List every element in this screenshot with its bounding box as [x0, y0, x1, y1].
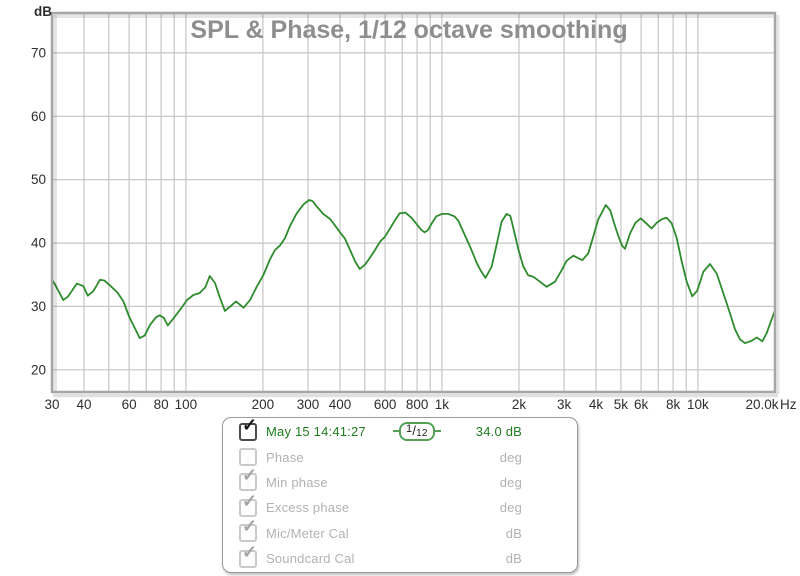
- x-tick-label: 400: [329, 397, 352, 412]
- x-tick-label: 30: [44, 397, 59, 412]
- spl-phase-chart[interactable]: SPL & Phase, 1/12 octave smoothing dB 70…: [0, 0, 800, 415]
- y-axis-tick-labels: 70 60 50 40 30 20: [31, 45, 46, 377]
- x-tick-label: 8k: [666, 397, 681, 412]
- checkmark-icon: ✓: [242, 490, 258, 511]
- y-tick-label: 70: [31, 45, 46, 60]
- x-tick-label: 3k: [557, 397, 572, 412]
- phase-checkbox[interactable]: [239, 448, 257, 467]
- gridlines: [52, 13, 776, 392]
- checkmark-icon: ✓: [242, 541, 258, 562]
- legend-row-soundcard-cal[interactable]: ✓ Soundcard Cal dB: [223, 543, 577, 571]
- legend-label: Phase: [266, 449, 304, 465]
- soundcard-cal-checkbox[interactable]: ✓: [239, 543, 257, 568]
- x-tick-label: 300: [297, 397, 320, 412]
- plot-frame: [50, 11, 780, 398]
- x-tick-label: 100: [175, 397, 198, 412]
- x-axis-unit-label: Hz: [780, 397, 797, 412]
- x-tick-label: 6k: [634, 397, 649, 412]
- y-tick-label: 20: [31, 362, 46, 377]
- x-tick-label: 600: [374, 397, 397, 412]
- legend-row-min-phase[interactable]: ✓ Min phase deg: [223, 466, 577, 495]
- y-tick-label: 30: [31, 299, 46, 314]
- smoothing-badge: 1/12: [393, 422, 441, 441]
- chart-title: SPL & Phase, 1/12 octave smoothing: [190, 16, 627, 44]
- legend-row-phase[interactable]: Phase deg: [223, 444, 577, 469]
- legend-label: Min phase: [266, 474, 328, 490]
- x-tick-label: 5k: [614, 397, 629, 412]
- mic-meter-cal-checkbox[interactable]: ✓: [239, 517, 257, 543]
- legend-row-may-15-14-41-27[interactable]: ✓ May 15 14:41:27 1/12 34.0 dB: [223, 416, 577, 444]
- min-phase-checkbox[interactable]: ✓: [239, 466, 257, 492]
- legend-value: dB: [505, 525, 522, 541]
- x-axis-tick-labels: 30 40 60 80 100 200 300 400 600 800 1k 2k 3k 4k 5k 6k 8k…: [44, 397, 778, 412]
- y-axis-unit-label: dB: [34, 4, 52, 19]
- legend-value: deg: [499, 500, 522, 516]
- legend-value: dB: [505, 551, 522, 567]
- x-tick-label: 80: [154, 397, 169, 412]
- legend-row-excess-phase[interactable]: ✓ Excess phase deg: [223, 492, 577, 520]
- checkmark-icon: ✓: [242, 465, 258, 486]
- may-15-14-41-27-checkbox[interactable]: ✓: [239, 416, 257, 441]
- legend-value: 34.0 dB: [475, 424, 522, 440]
- x-tick-label: 200: [252, 397, 275, 412]
- x-tick-label: 60: [122, 397, 137, 412]
- legend-label: Soundcard Cal: [266, 551, 355, 567]
- x-tick-label: 1k: [435, 397, 450, 412]
- legend-value: deg: [499, 474, 522, 490]
- checkmark-icon: ✓: [242, 414, 258, 435]
- legend-value: deg: [499, 449, 522, 465]
- x-tick-label: 40: [76, 397, 91, 412]
- y-tick-label: 60: [31, 109, 46, 124]
- legend-panel: ✓ May 15 14:41:27 1/12 34.0 dB Phase deg ✓ Min …: [222, 416, 578, 573]
- x-tick-label: 4k: [589, 397, 604, 412]
- y-tick-label: 40: [31, 236, 46, 251]
- x-tick-label: 10k: [687, 397, 709, 412]
- legend-label: May 15 14:41:27: [266, 424, 366, 440]
- legend-row-mic-meter-cal[interactable]: ✓ Mic/Meter Cal dB: [223, 517, 577, 546]
- y-tick-label: 50: [31, 172, 46, 187]
- x-tick-label: 800: [406, 397, 429, 412]
- x-tick-label: 2k: [512, 397, 527, 412]
- x-tick-label: 20.0k: [745, 397, 778, 412]
- checkmark-icon: ✓: [242, 516, 258, 537]
- legend-label: Mic/Meter Cal: [266, 525, 349, 541]
- legend-label: Excess phase: [266, 500, 350, 516]
- excess-phase-checkbox[interactable]: ✓: [239, 492, 257, 517]
- spl-curve: [51, 199, 776, 345]
